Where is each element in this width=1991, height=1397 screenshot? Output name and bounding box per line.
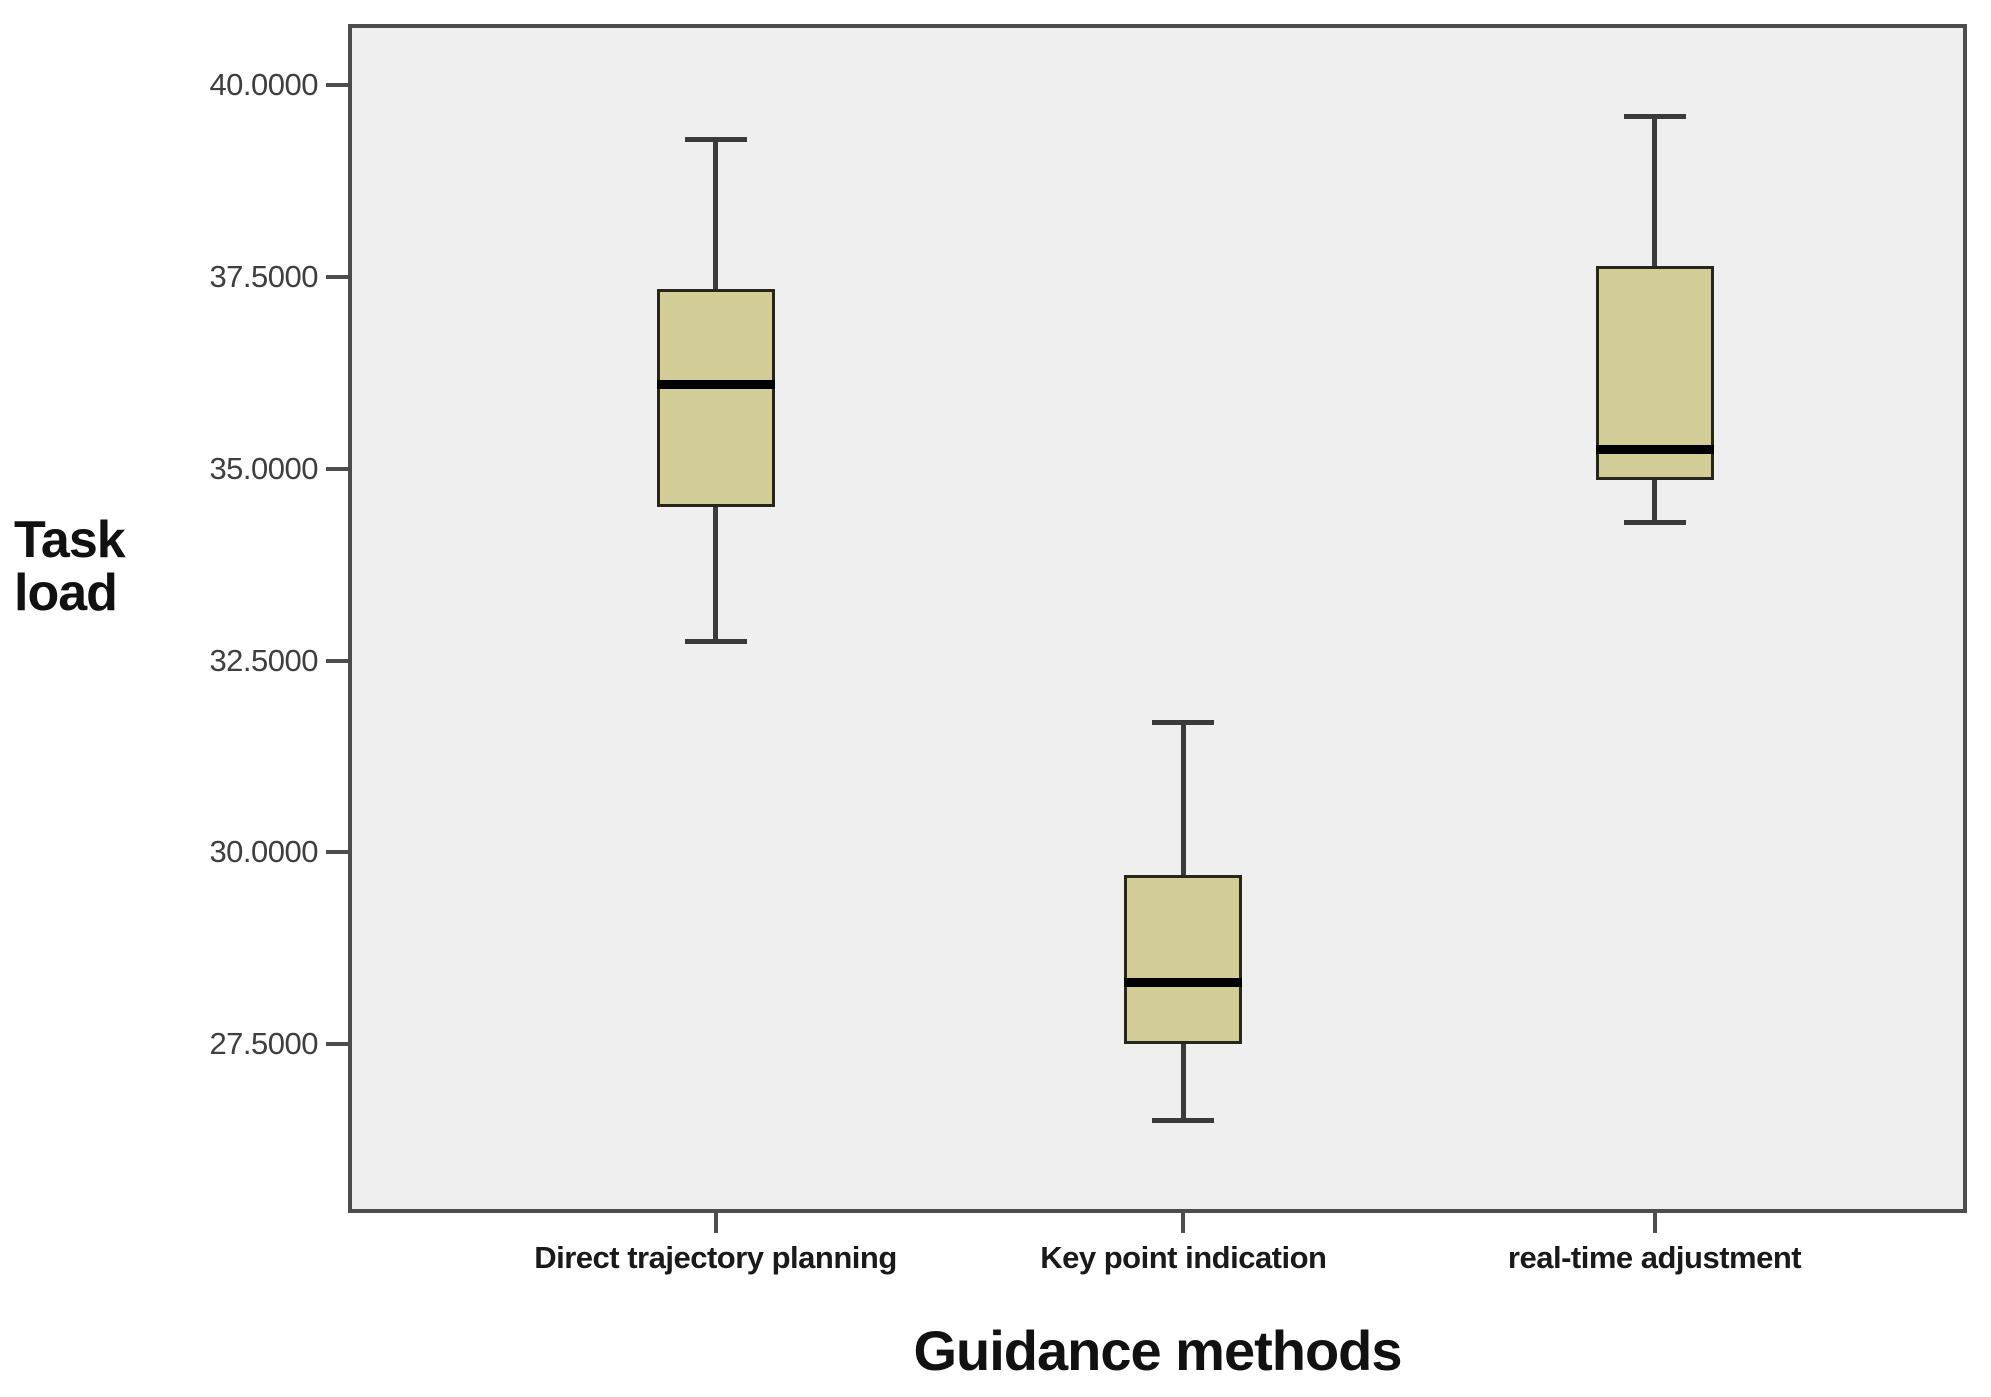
upper-whisker-line	[1652, 116, 1658, 266]
y-tick-label: 32.5000	[209, 642, 318, 678]
y-tick-label: 35.0000	[209, 450, 318, 486]
y-tick-label: 30.0000	[209, 834, 318, 870]
y-axis-tick	[326, 83, 348, 88]
y-axis-tick	[326, 1042, 348, 1047]
y-axis-tick	[326, 658, 348, 663]
lower-whisker-line	[1180, 1044, 1186, 1121]
iqr-box	[1595, 265, 1714, 481]
y-axis-title: Task load	[14, 511, 126, 623]
iqr-box	[1124, 875, 1243, 1045]
upper-whisker-cap	[1623, 113, 1686, 119]
median-line	[1124, 978, 1243, 988]
upper-whisker-cap	[684, 136, 747, 142]
upper-whisker-line	[1180, 722, 1186, 876]
lower-whisker-cap	[1623, 520, 1686, 526]
y-axis-tick	[326, 466, 348, 471]
lower-whisker-cap	[684, 639, 747, 644]
iqr-box	[656, 288, 775, 508]
median-line	[656, 380, 775, 390]
lower-whisker-cap	[1152, 1118, 1215, 1124]
y-axis-tick	[326, 850, 348, 855]
lower-whisker-line	[1652, 480, 1658, 523]
upper-whisker-cap	[1152, 719, 1215, 725]
upper-whisker-line	[713, 139, 718, 289]
x-category-label: real-time adjustment	[1507, 1240, 1802, 1275]
lower-whisker-line	[713, 507, 718, 642]
x-axis-tick	[713, 1213, 718, 1233]
y-tick-label: 27.5000	[209, 1026, 318, 1062]
x-axis-tick	[1181, 1213, 1186, 1233]
x-category-label: Key point indication	[1040, 1240, 1327, 1275]
median-line	[1595, 445, 1714, 455]
y-tick-label: 37.5000	[209, 259, 318, 295]
y-tick-label: 40.0000	[209, 67, 318, 103]
x-category-label: Direct trajectory planning	[534, 1240, 897, 1275]
x-axis-title: Guidance methods	[913, 1319, 1402, 1382]
y-axis-tick	[326, 275, 348, 280]
x-axis-tick	[1652, 1213, 1657, 1233]
